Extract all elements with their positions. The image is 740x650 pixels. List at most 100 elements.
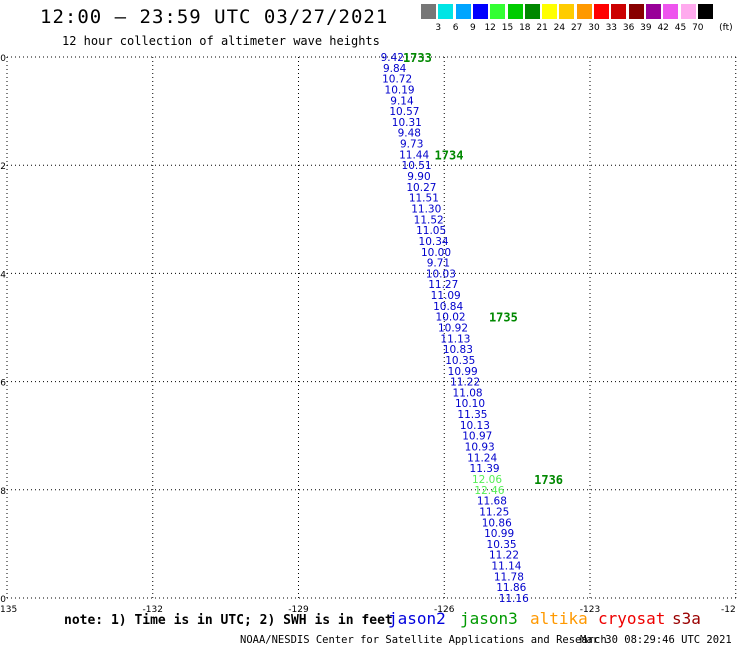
swh-value: 11.52 bbox=[414, 214, 444, 226]
lon-tick-label: -132 bbox=[143, 605, 163, 615]
legend-swatch bbox=[594, 4, 609, 19]
legend-swatch bbox=[697, 4, 713, 19]
swh-value: 10.34 bbox=[419, 236, 449, 248]
swh-value: 10.99 bbox=[448, 366, 478, 378]
time-label: 1735 bbox=[489, 311, 518, 325]
swh-value: 10.92 bbox=[438, 323, 468, 335]
legend-label: 24 bbox=[553, 23, 566, 33]
legend-label: 12 bbox=[484, 23, 496, 33]
swh-value: 11.14 bbox=[491, 561, 521, 573]
lon-tick-label: -129 bbox=[288, 605, 309, 615]
satellite-s3a: s3a bbox=[672, 609, 701, 628]
swh-value: 9.48 bbox=[398, 128, 421, 140]
legend-label: 3 bbox=[435, 23, 442, 33]
legend-label: 9 bbox=[470, 23, 476, 33]
swh-value: 10.84 bbox=[433, 301, 463, 313]
legend-swatch bbox=[663, 4, 679, 19]
swh-value: 11.27 bbox=[428, 279, 458, 291]
swh-value: 9.73 bbox=[400, 139, 423, 151]
satellite-jason2: jason2 bbox=[388, 609, 446, 628]
legend-swatch bbox=[524, 4, 540, 19]
legend-label: 27 bbox=[570, 23, 583, 33]
swh-value: 9.42 bbox=[381, 52, 404, 64]
legend-swatch bbox=[611, 4, 627, 19]
swh-value: 11.30 bbox=[411, 203, 441, 215]
chart-subtitle: 12 hour collection of altimeter wave hei… bbox=[62, 34, 380, 48]
swh-value: 9.71 bbox=[427, 258, 450, 270]
swh-value: 10.83 bbox=[443, 344, 473, 356]
swh-value: 10.51 bbox=[402, 160, 432, 172]
swh-value: 12.06 bbox=[472, 474, 502, 486]
credit-text: NOAA/NESDIS Center for Satellite Applica… bbox=[240, 634, 607, 646]
swh-value: 11.08 bbox=[453, 387, 483, 399]
swh-value: 11.78 bbox=[494, 571, 524, 583]
swh-value: 11.39 bbox=[470, 463, 500, 475]
legend-swatch bbox=[438, 4, 454, 19]
swh-value: 9.84 bbox=[383, 63, 407, 75]
time-labels: 1733 1734 1735 1736 bbox=[403, 51, 563, 487]
legend-label: 21 bbox=[536, 23, 548, 33]
swh-value: 11.68 bbox=[477, 496, 507, 508]
legend-label: 33 bbox=[605, 23, 618, 33]
timestamp-text: Mar 30 08:29:46 UTC 2021 bbox=[580, 634, 732, 646]
swh-value: 11.05 bbox=[416, 225, 446, 237]
satellite-jason3: jason3 bbox=[460, 609, 518, 628]
lon-tick-label: -12 bbox=[721, 605, 736, 615]
swh-value: 11.22 bbox=[489, 550, 519, 562]
legend-swatch bbox=[645, 4, 661, 19]
swh-value: 10.31 bbox=[392, 117, 422, 129]
swh-value: 11.35 bbox=[457, 409, 487, 421]
swh-value: 10.10 bbox=[455, 398, 485, 410]
swh-value: 11.44 bbox=[399, 149, 429, 161]
legend-label: 30 bbox=[588, 23, 600, 33]
legend-swatch bbox=[559, 4, 575, 19]
swh-value: 11.09 bbox=[431, 290, 461, 302]
legend-label: 18 bbox=[519, 23, 531, 33]
swh-value: 10.27 bbox=[406, 182, 436, 194]
swh-value: 10.19 bbox=[385, 84, 415, 96]
footer-note: note: 1) Time is in UTC; 2) SWH is in fe… bbox=[64, 613, 393, 628]
legend-swatch bbox=[421, 4, 436, 19]
legend-label: 36 bbox=[622, 23, 635, 33]
swh-value: 9.90 bbox=[407, 171, 430, 183]
chart-title: 12:00 — 23:59 UTC 03/27/2021 bbox=[40, 6, 389, 28]
legend-label: 15 bbox=[501, 23, 514, 33]
legend-swatch bbox=[542, 4, 558, 19]
swh-value: 10.99 bbox=[484, 528, 514, 540]
lon-tick-label: -126 bbox=[434, 605, 455, 615]
lat-tick-label: -18 bbox=[0, 487, 6, 497]
swh-value: 10.03 bbox=[426, 268, 456, 280]
legend-swatch bbox=[680, 4, 696, 19]
swh-value: 11.13 bbox=[440, 333, 470, 345]
axis-ticks: -10 -12 -14 -16 -18 -20-135 -132 -129 -126 -123 -1… bbox=[0, 54, 736, 615]
legend-unit: (ft) bbox=[719, 23, 733, 33]
swh-value: 11.25 bbox=[479, 506, 509, 518]
wave-height-track: 9.429.8410.7210.199.1410.5710.319.489.73… bbox=[381, 52, 530, 605]
swh-value: 11.86 bbox=[496, 582, 526, 594]
swh-value: 12.46 bbox=[474, 485, 504, 497]
swh-value: 10.02 bbox=[436, 312, 466, 324]
swh-value: 11.16 bbox=[499, 593, 529, 605]
swh-value: 11.22 bbox=[450, 377, 480, 389]
swh-value: 11.24 bbox=[467, 452, 497, 464]
legend-label: 70 bbox=[692, 23, 704, 33]
swh-value: 9.14 bbox=[390, 95, 414, 107]
swh-value: 10.35 bbox=[445, 355, 475, 367]
legend-swatch bbox=[490, 4, 506, 19]
legend-swatch bbox=[507, 4, 523, 19]
swh-value: 10.97 bbox=[462, 431, 492, 443]
swh-value: 10.35 bbox=[487, 539, 517, 551]
lon-tick-label: -135 bbox=[0, 605, 17, 615]
lat-tick-label: -14 bbox=[0, 270, 6, 280]
lat-tick-label: -16 bbox=[0, 379, 6, 389]
legend-label: 42 bbox=[657, 23, 669, 33]
swh-value: 10.93 bbox=[465, 442, 495, 454]
grid-lines bbox=[6, 56, 738, 599]
legend-swatch bbox=[576, 4, 592, 19]
satellite-altika: altika bbox=[530, 609, 588, 628]
lat-tick-label: -10 bbox=[0, 54, 6, 64]
swh-value: 10.13 bbox=[460, 420, 490, 432]
legend-label: 6 bbox=[452, 23, 459, 33]
time-label: 1736 bbox=[534, 473, 563, 487]
